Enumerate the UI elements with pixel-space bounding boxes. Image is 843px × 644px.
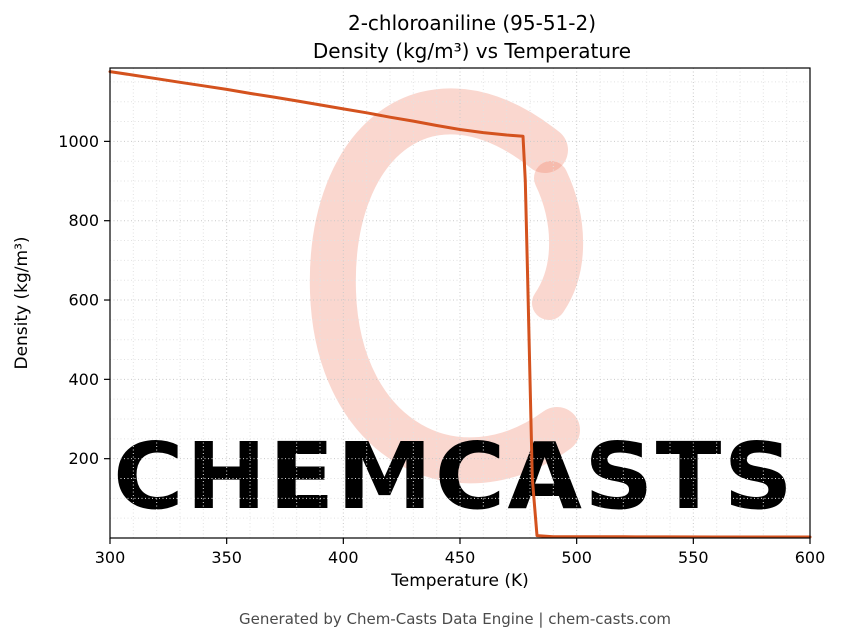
- chart-title: 2-chloroaniline (95-51-2): [348, 11, 596, 35]
- density-line: [108, 70, 812, 539]
- x-tick-label: 450: [445, 548, 476, 567]
- footer-text: Generated by Chem-Casts Data Engine | ch…: [239, 610, 671, 628]
- y-tick-label: 200: [68, 449, 99, 468]
- watermark-logo: [309, 88, 584, 484]
- x-tick-label: 600: [795, 548, 826, 567]
- density-line-group: [108, 70, 812, 539]
- x-axis-label: Temperature (K): [390, 571, 529, 591]
- watermark-text: CHEMCASTS: [113, 423, 795, 530]
- y-tick-label: 800: [68, 211, 99, 230]
- x-tick-label: 550: [678, 548, 709, 567]
- x-tick-label: 350: [211, 548, 242, 567]
- axis-ticks: 300 350 400 450 500 550 600 200 400 600 800 1000: [58, 132, 825, 567]
- y-tick-label: 600: [68, 291, 99, 310]
- x-tick-label: 300: [95, 548, 126, 567]
- x-tick-label: 400: [328, 548, 359, 567]
- y-tick-label: 1000: [58, 132, 99, 151]
- watermark-swirl-tail: [532, 161, 584, 320]
- x-tick-label: 500: [561, 548, 592, 567]
- y-axis-label: Density (kg/m³): [12, 236, 32, 369]
- watermark-c-swirl: [309, 88, 580, 484]
- y-tick-label: 400: [68, 370, 99, 389]
- chart-subtitle: Density (kg/m³) vs Temperature: [313, 39, 631, 63]
